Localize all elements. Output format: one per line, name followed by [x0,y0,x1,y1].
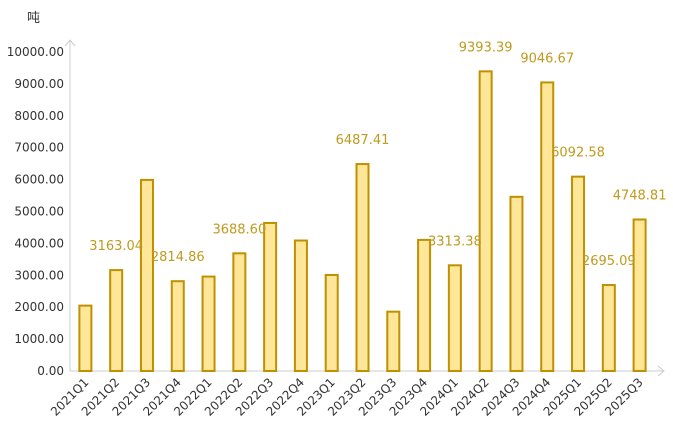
bar-2021Q2 [109,269,124,373]
data-label-2025Q1: 6092.58 [551,146,605,161]
data-label-2025Q3: 4748.81 [613,189,667,204]
data-label-2024Q2: 9393.39 [459,40,513,55]
bar-2022Q2 [232,252,247,373]
y-tick-label: 2000.00 [14,300,64,314]
bar-2025Q3 [632,218,647,372]
y-tick-label: 0.00 [37,364,64,378]
data-label-2022Q2: 3688.60 [212,222,266,237]
y-tick-label: 9000.00 [14,77,64,91]
bar-2021Q4 [170,280,185,372]
bar-2021Q1 [78,304,93,373]
y-axis-arrow [64,39,76,47]
data-label-2024Q1: 3313.38 [428,234,482,249]
data-labels: 3163.04 2814.86 3688.60 6487.41 3313.38 9393.… [89,40,666,269]
bar-2023Q4 [417,238,432,372]
data-label-2021Q4: 2814.86 [151,250,205,265]
bar-2023Q2 [355,163,370,372]
y-tick-label: 1000.00 [14,332,64,346]
bar-2022Q1 [201,275,216,372]
data-label-2024Q4: 9046.67 [520,51,574,66]
y-tick-label: 4000.00 [14,236,64,250]
y-tick-label: 3000.00 [14,268,64,282]
y-axis: 0.00 1000.00 2000.00 3000.00 4000.00 5000.00 6… [7,39,76,378]
bar-2023Q1 [324,273,339,372]
bar-2023Q3 [386,310,401,372]
y-tick-label: 6000.00 [14,173,64,187]
bar-2025Q1 [571,175,586,372]
data-label-2025Q2: 2695.09 [582,254,636,269]
data-label-2023Q2: 6487.41 [336,133,390,148]
x-axis-arrow [657,365,665,377]
y-tick-label: 5000.00 [14,205,64,219]
y-axis-unit: 吨 [27,11,40,26]
bars [78,70,647,373]
bar-2024Q3 [509,195,524,372]
x-tick-labels: 2021Q12021Q22021Q32021Q42022Q12022Q22022… [48,375,646,419]
bar-2024Q1 [447,264,462,373]
bar-2021Q3 [139,178,154,372]
bar-2022Q4 [293,239,308,372]
bar-2022Q3 [263,221,278,372]
bar-2025Q2 [601,284,616,373]
bar-2024Q2 [478,70,493,372]
data-label-2021Q2: 3163.04 [89,239,143,254]
y-tick-label: 10000.00 [7,45,64,59]
y-tick-label: 7000.00 [14,141,64,155]
y-tick-label: 8000.00 [14,109,64,123]
bar-2024Q4 [540,81,555,372]
